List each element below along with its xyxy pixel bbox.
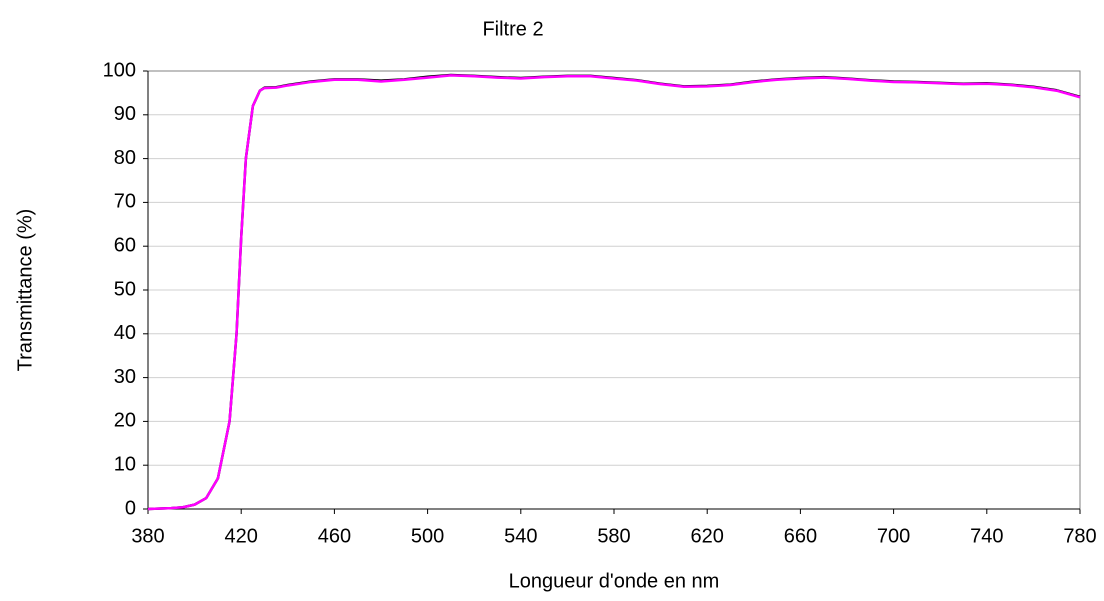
x-tick-label: 420 (225, 525, 258, 547)
x-tick-label: 740 (970, 525, 1003, 547)
x-tick-label: 620 (691, 525, 724, 547)
x-tick-label: 780 (1063, 525, 1096, 547)
y-tick-label: 40 (114, 322, 136, 344)
y-tick-label: 80 (114, 147, 136, 169)
y-tick-label: 30 (114, 366, 136, 388)
x-tick-label: 580 (597, 525, 630, 547)
y-tick-label: 20 (114, 410, 136, 432)
x-tick-label: 700 (877, 525, 910, 547)
series-line (147, 74, 1081, 511)
chart-title: Filtre 2 (482, 18, 543, 40)
y-tick-label: 50 (114, 278, 136, 300)
x-tick-label: 660 (784, 525, 817, 547)
y-tick-label: 70 (114, 191, 136, 213)
x-tick-label: 460 (318, 525, 351, 547)
x-tick-label: 380 (131, 525, 164, 547)
series-line (147, 73, 1081, 511)
y-tick-label: 60 (114, 234, 136, 256)
y-tick-label: 90 (114, 103, 136, 125)
y-tick-label: 10 (114, 453, 136, 475)
x-axis-label: Longueur d'onde en nm (509, 570, 720, 592)
x-tick-label: 500 (411, 525, 444, 547)
y-axis-label: Transmittance (%) (14, 209, 36, 372)
x-tick-label: 540 (504, 525, 537, 547)
y-tick-label: 0 (125, 497, 136, 519)
y-tick-label: 100 (103, 59, 136, 81)
